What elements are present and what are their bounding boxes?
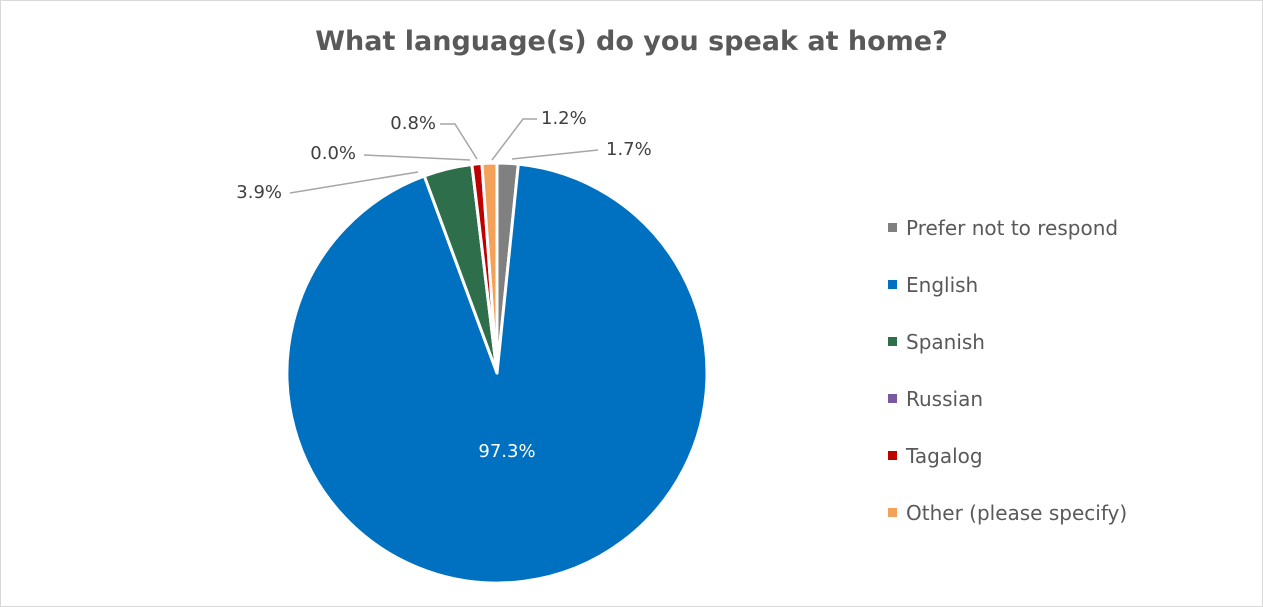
leader-line-russian [363, 154, 471, 161]
legend-label: Russian [906, 386, 984, 411]
data-label-other-please-specify: 1.2% [541, 108, 587, 129]
legend-item-russian: Russian [888, 370, 1127, 427]
data-label-russian: 0.0% [310, 143, 356, 164]
legend-item-prefer-not-to-respond: Prefer not to respond [888, 199, 1127, 256]
leader-line-other-please-specify [491, 118, 537, 161]
legend-label: Spanish [906, 329, 985, 354]
leader-line-tagalog [440, 123, 478, 160]
leader-line-spanish [289, 171, 419, 194]
legend-swatch [888, 508, 897, 517]
legend-label: Other (please specify) [906, 500, 1128, 525]
legend: Prefer not to respond English Spanish Russi… [888, 199, 1127, 541]
legend-swatch [888, 223, 897, 232]
data-label-prefer-not-to-respond: 1.7% [606, 139, 652, 160]
chart-title: What language(s) do you speak at home? [315, 26, 948, 57]
legend-item-spanish: Spanish [888, 313, 1127, 370]
pie-slice-other-please-specify [480, 161, 499, 375]
legend-swatch [888, 394, 897, 403]
legend-swatch [888, 280, 897, 289]
legend-label: Tagalog [906, 443, 983, 468]
legend-label: English [906, 272, 979, 297]
data-label-spanish: 3.9% [236, 182, 282, 203]
legend-swatch [888, 337, 897, 346]
leader-line-prefer-not-to-respond [511, 149, 599, 160]
legend-item-other-please-specify: Other (please specify) [888, 484, 1127, 541]
legend-item-tagalog: Tagalog [888, 427, 1127, 484]
legend-label: Prefer not to respond [906, 215, 1119, 240]
legend-item-english: English [888, 256, 1127, 313]
legend-swatch [888, 451, 897, 460]
data-label-tagalog: 0.8% [390, 113, 436, 134]
data-label-english: 97.3% [478, 441, 535, 462]
